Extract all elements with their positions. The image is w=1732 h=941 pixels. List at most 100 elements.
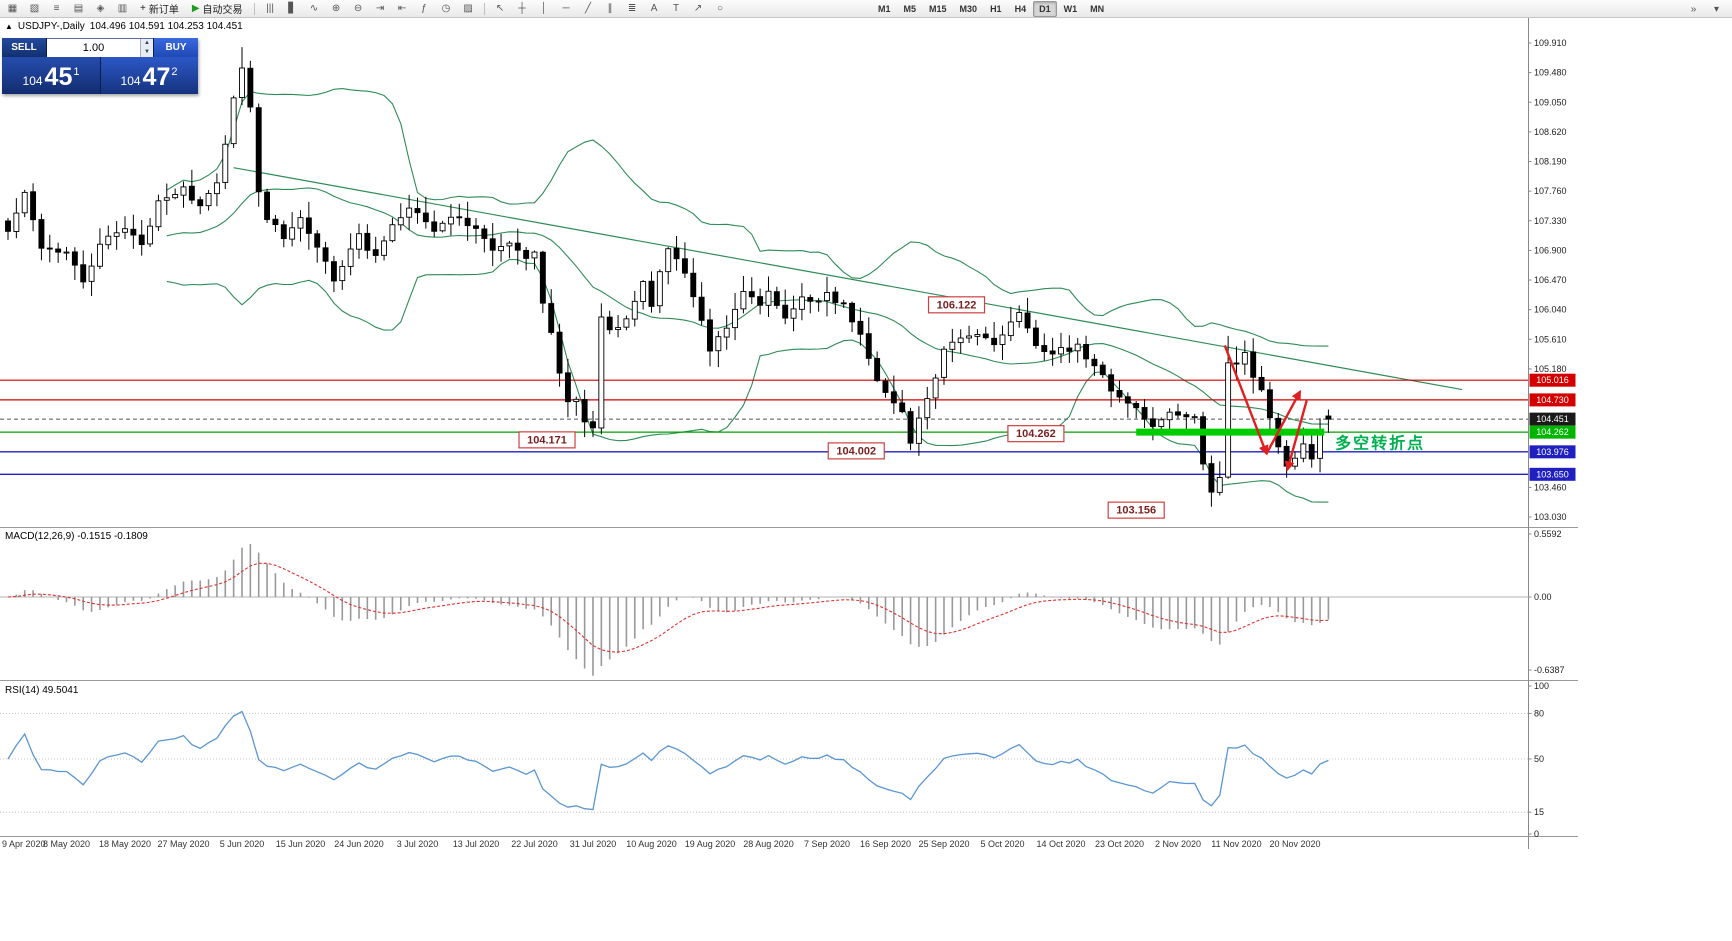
navigator-icon[interactable]: ◈	[90, 1, 111, 17]
data-window-icon[interactable]: ▤	[68, 1, 89, 17]
line-chart-icon[interactable]: ∿	[304, 1, 325, 17]
new-chart-icon[interactable]: ▦	[2, 1, 23, 17]
templates-icon[interactable]: ▨	[458, 1, 479, 17]
analysis-arrow	[1265, 389, 1302, 455]
timeframe-mn[interactable]: MN	[1090, 4, 1105, 14]
shapes-icon[interactable]: ○	[710, 1, 731, 17]
svg-text:108.190: 108.190	[1534, 157, 1567, 167]
market-watch-icon[interactable]: ≡	[46, 1, 67, 17]
timeframe-d1[interactable]: D1	[1033, 1, 1057, 17]
candlestick-chart-icon[interactable]: ▋	[282, 1, 303, 17]
fibonacci-icon[interactable]: ≣	[622, 1, 643, 17]
svg-text:103.030: 103.030	[1534, 512, 1567, 522]
svg-text:104.451: 104.451	[1536, 414, 1569, 424]
svg-text:50: 50	[1534, 754, 1544, 764]
timeframe-toolbar: M1 M5 M15 M30 H1 H4 D1 W1 MN	[872, 1, 1110, 17]
sell-price-main: 104	[22, 74, 43, 88]
vertical-line-icon-glyph: │	[540, 2, 548, 14]
cursor-icon-glyph: ↖	[495, 2, 505, 14]
vertical-line-icon[interactable]: │	[534, 1, 555, 17]
timeframe-m1[interactable]: M1	[878, 4, 891, 14]
volume-down-icon[interactable]: ▼	[141, 48, 153, 57]
svg-text:15: 15	[1534, 807, 1544, 817]
indicators-icon-glyph: ƒ	[421, 2, 427, 14]
auto-scroll-icon[interactable]: ⇥	[370, 1, 391, 17]
buy-price-point: 2	[171, 66, 178, 78]
bar-chart-icon[interactable]: |||	[260, 1, 281, 17]
toolbar-separator	[483, 2, 485, 15]
arrows-tool-icon[interactable]: ↗	[688, 1, 709, 17]
label-icon[interactable]: T	[666, 1, 687, 17]
new-order-button[interactable]: + 新订单	[134, 1, 185, 17]
svg-text:16 Sep 2020: 16 Sep 2020	[860, 839, 911, 849]
macd-label: MACD(12,26,9) -0.1515 -0.1809	[5, 531, 148, 542]
buy-button[interactable]: BUY	[153, 38, 198, 57]
horizontal-line-icon[interactable]: ─	[556, 1, 577, 17]
periods-icon-glyph: ◷	[441, 2, 451, 14]
line-chart-icon-glyph: ∿	[309, 2, 319, 14]
callout-104.262	[1007, 425, 1065, 443]
price-divider	[100, 57, 101, 94]
toolbar-groups: ▦ ▧ ≡ ▤ ◈ ▥ + 新订单 ▶ 自动交易 ||| ▋ ∿ ⊕ ⊖ ⇥ ⇤ ƒ ◷ ▨ ↖ ┼ │ ─ ╱ ∥ ≣ A T ↗ ○	[2, 1, 731, 16]
toolbar-right-group: » ▾	[1683, 1, 1727, 16]
toolbar-options-icon[interactable]: ▾	[1713, 3, 1720, 15]
text-icon[interactable]: A	[644, 1, 665, 17]
rsi-label: RSI(14) 49.5041	[5, 685, 79, 696]
data-window-icon-glyph: ▤	[73, 2, 84, 14]
svg-text:10 Aug 2020: 10 Aug 2020	[626, 839, 677, 849]
zoom-out-icon[interactable]: ⊖	[348, 1, 369, 17]
svg-text:0: 0	[1534, 829, 1539, 839]
templates-icon-glyph: ▨	[463, 2, 473, 14]
toolbar-overflow-icon[interactable]: »	[1690, 3, 1697, 15]
profiles-icon-glyph: ▧	[29, 2, 40, 14]
timeframe-m5[interactable]: M5	[903, 4, 917, 14]
periods-icon[interactable]: ◷	[436, 1, 457, 17]
autotrading-button[interactable]: ▶ 自动交易	[186, 1, 249, 17]
crosshair-icon[interactable]: ┼	[512, 1, 533, 17]
profiles-icon[interactable]: ▧	[24, 1, 45, 17]
terminal-icon[interactable]: ▥	[112, 1, 133, 17]
sell-price-pips: 45	[44, 63, 73, 91]
channel-icon[interactable]: ∥	[600, 1, 621, 17]
trendline-icon[interactable]: ╱	[578, 1, 599, 17]
market-watch-icon-glyph: ≡	[53, 2, 60, 14]
volume-up-icon[interactable]: ▲	[141, 39, 153, 48]
svg-text:19 Aug 2020: 19 Aug 2020	[685, 839, 736, 849]
sell-price-display[interactable]: 104 45 1	[2, 57, 100, 94]
svg-text:104.171: 104.171	[527, 434, 567, 446]
svg-text:105.610: 105.610	[1534, 334, 1567, 344]
indicators-icon[interactable]: ƒ	[414, 1, 435, 17]
rsi-panel	[0, 710, 1529, 813]
main-chart-panel: 多空转折点 106.122 104.171 104.262 104.002 103.156	[0, 47, 1529, 519]
svg-text:105.016: 105.016	[1536, 375, 1569, 385]
fibonacci-icon-glyph: ≣	[627, 2, 637, 14]
timeframe-m15[interactable]: M15	[929, 4, 947, 14]
new-chart-icon-glyph: ▦	[7, 2, 18, 14]
crosshair-icon-glyph: ┼	[518, 2, 526, 14]
svg-text:104.730: 104.730	[1536, 395, 1569, 405]
timeframe-h1[interactable]: H1	[990, 4, 1002, 14]
buy-price-display[interactable]: 104 47 2	[100, 57, 198, 94]
analysis-arrow	[1284, 400, 1308, 472]
svg-text:103.976: 103.976	[1536, 447, 1569, 457]
one-click-trading-panel: SELL 1.00 ▲ ▼ BUY 104 45 1 104 47 2	[2, 38, 198, 94]
timeframe-m30[interactable]: M30	[959, 4, 978, 14]
timeframe-h4[interactable]: H4	[1014, 4, 1027, 14]
sell-button[interactable]: SELL	[2, 38, 47, 57]
timeframe-w1[interactable]: W1	[1063, 4, 1078, 14]
bid-ask-display: 104 45 1 104 47 2	[2, 57, 198, 94]
horizontal-line-icon-glyph: ─	[562, 2, 570, 14]
svg-text:18 May 2020: 18 May 2020	[99, 839, 151, 849]
toolbar-separator	[253, 2, 255, 15]
cursor-icon[interactable]: ↖	[490, 1, 511, 17]
one-click-toggle-icon[interactable]: ▲	[5, 21, 13, 31]
svg-text:25 Sep 2020: 25 Sep 2020	[918, 839, 969, 849]
svg-text:28 Aug 2020: 28 Aug 2020	[743, 839, 794, 849]
zoom-in-icon[interactable]: ⊕	[326, 1, 347, 17]
volume-input[interactable]: 1.00	[82, 42, 105, 54]
svg-text:104.262: 104.262	[1536, 427, 1569, 437]
chart-shift-icon[interactable]: ⇤	[392, 1, 413, 17]
macd-histogram	[15, 543, 1330, 676]
